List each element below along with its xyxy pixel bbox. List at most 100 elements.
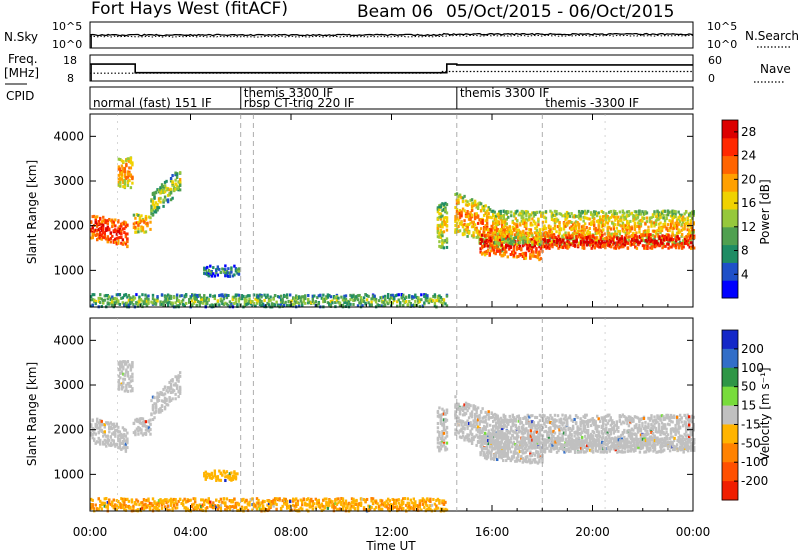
scatter-cell <box>282 497 286 501</box>
scatter-cell <box>479 238 482 242</box>
scatter-cell <box>675 232 679 236</box>
scatter-cell <box>501 221 504 225</box>
scatter-cell <box>537 217 540 221</box>
scatter-cell <box>685 240 688 244</box>
scatter-cell <box>172 497 176 501</box>
scatter-cell <box>153 402 156 406</box>
scatter-cell <box>234 267 238 271</box>
scatter-cell <box>317 302 321 306</box>
scatter-cell <box>117 446 120 450</box>
scatter-cell <box>108 438 111 442</box>
scatter-cell <box>630 227 634 231</box>
scatter-cell <box>521 254 525 258</box>
scatter-cell <box>117 177 121 181</box>
scatter-cell <box>541 214 545 218</box>
scatter-cell <box>320 502 324 506</box>
scatter-cell <box>192 507 195 511</box>
scatter-cell <box>423 293 426 297</box>
scatter-cell <box>476 221 480 225</box>
scatter-cell <box>114 432 117 436</box>
scatter-cell <box>171 304 174 308</box>
scatter-cell <box>675 224 679 228</box>
scatter-cell <box>666 223 670 227</box>
scatter-cell <box>667 233 670 237</box>
scatter-cell <box>402 295 405 299</box>
scatter-cell <box>676 242 679 246</box>
scatter-cell <box>669 222 673 226</box>
scatter-cell <box>505 226 508 230</box>
scatter-cell <box>169 382 173 386</box>
scatter-cell <box>100 237 103 241</box>
scatter-cell <box>163 180 167 184</box>
scatter-cell <box>403 301 406 305</box>
scatter-cell <box>601 240 604 244</box>
scatter-cell <box>482 205 486 209</box>
scatter-cell <box>257 498 260 502</box>
scatter-cell <box>653 239 657 243</box>
scatter-cell <box>651 233 655 237</box>
scatter-cell <box>103 442 106 446</box>
scatter-cell <box>683 236 686 240</box>
scatter-cell <box>442 443 446 447</box>
scatter-cell <box>117 157 121 161</box>
scatter-cell <box>441 241 444 245</box>
scatter-cell <box>502 247 505 251</box>
scatter-cell <box>293 297 296 301</box>
scatter-cell <box>576 235 580 239</box>
scatter-cell <box>650 224 653 228</box>
scatter-cell <box>157 410 161 414</box>
scatter-cell <box>573 229 576 233</box>
scatter-cell <box>99 441 102 445</box>
scatter-cell <box>552 238 555 242</box>
scatter-cell <box>680 245 684 249</box>
scatter-cell <box>272 297 275 301</box>
scatter-cell <box>175 378 179 382</box>
scatter-cell <box>657 211 661 215</box>
scatter-cell <box>359 497 363 501</box>
scatter-cell <box>481 207 484 211</box>
scatter-cell <box>112 425 116 429</box>
scatter-cell <box>488 241 491 245</box>
scatter-cell <box>402 497 405 501</box>
scatter-cell <box>157 499 161 503</box>
scatter-cell <box>102 219 105 223</box>
scatter-cell <box>296 296 299 300</box>
scatter-cell <box>526 236 530 240</box>
scatter-cell <box>350 504 354 508</box>
scatter-cell <box>278 497 281 501</box>
scatter-cell <box>479 242 482 246</box>
scatter-cell <box>165 198 168 202</box>
scatter-cell <box>99 442 102 446</box>
scatter-cell <box>112 239 116 243</box>
scatter-cell <box>157 206 161 210</box>
scatter-cell <box>638 230 641 234</box>
scatter-cell <box>689 232 692 236</box>
scatter-cell <box>284 497 287 501</box>
scatter-cell <box>111 298 114 302</box>
scatter-cell <box>424 298 428 302</box>
scatter-cell <box>394 501 397 505</box>
scatter-cell <box>127 293 131 297</box>
scatter-cell <box>552 213 555 217</box>
scatter-cell <box>561 214 564 218</box>
scatter-cell <box>473 212 477 216</box>
scatter-cell <box>210 505 213 509</box>
scatter-cell <box>503 252 506 256</box>
scatter-cell <box>96 215 99 219</box>
scatter-cell <box>166 301 170 305</box>
scatter-cell <box>257 501 260 505</box>
scatter-cell <box>168 294 171 298</box>
scatter-cell <box>192 502 195 506</box>
scatter-cell <box>663 224 667 228</box>
scatter-cell <box>436 231 440 235</box>
scatter-cell <box>171 498 174 502</box>
scatter-cell <box>653 237 656 241</box>
scatter-cell <box>442 240 446 244</box>
scatter-cell <box>326 293 330 297</box>
scatter-cell <box>504 218 507 222</box>
scatter-cell <box>337 508 340 512</box>
scatter-cell <box>433 304 437 308</box>
scatter-cell <box>555 219 558 223</box>
scatter-cell <box>225 497 229 501</box>
